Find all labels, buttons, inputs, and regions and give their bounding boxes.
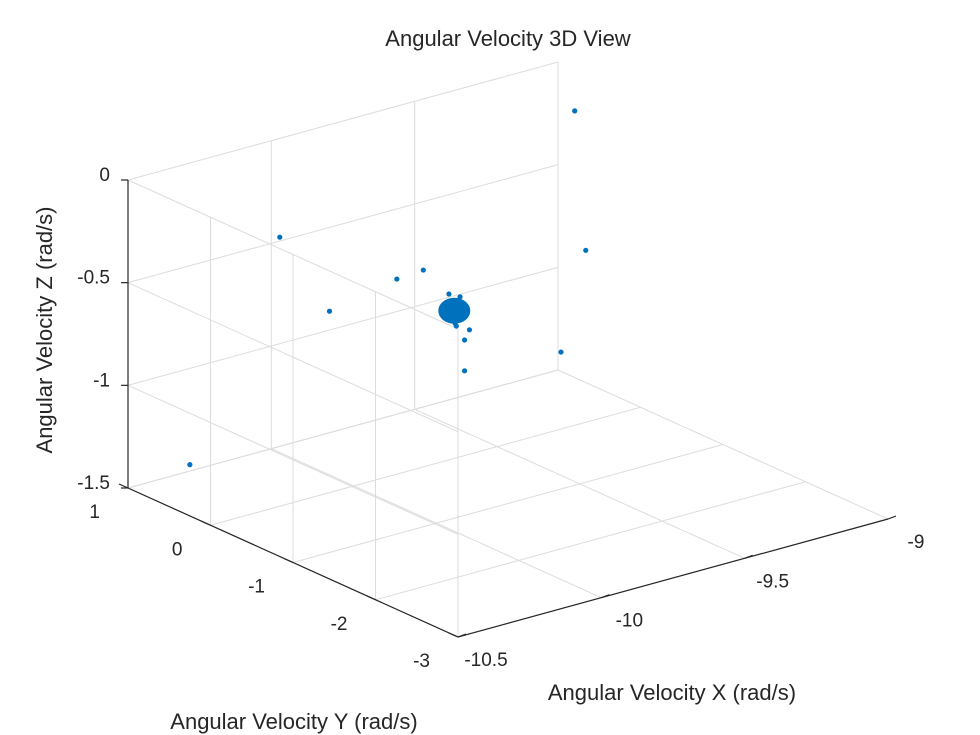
x-tick-label: -10.5 (464, 650, 507, 671)
data-point (558, 349, 564, 355)
y-axis-label: Angular Velocity Y (rad/s) (170, 709, 417, 734)
chart-title: Angular Velocity 3D View (385, 26, 631, 51)
z-tick-label: -0.5 (77, 268, 110, 289)
data-points (187, 108, 589, 468)
y-tick-mark (201, 520, 211, 526)
data-point (394, 276, 400, 282)
data-point (457, 294, 463, 300)
grid-line-floor-y (375, 481, 806, 601)
grid-line-backwall-z (127, 61, 559, 181)
z-tick-label: -1.5 (77, 473, 110, 494)
y-tick-mark (283, 557, 294, 564)
data-point (446, 291, 452, 297)
y-tick-label: -1 (248, 577, 265, 598)
grid-line-sidewall-z (127, 282, 459, 433)
grid-line-sidewall-z (127, 384, 459, 535)
grid-line-backwall-z (127, 369, 559, 489)
x-tick-label: -10 (616, 611, 643, 632)
data-point (461, 337, 468, 343)
x-axis-line (457, 518, 889, 638)
z-tick-label: -1 (93, 370, 110, 391)
y-tick-mark (118, 483, 129, 489)
z-tick-label: 0 (99, 165, 110, 186)
x-tick-mark (887, 515, 897, 520)
data-point (453, 323, 459, 329)
y-tick-mark (448, 632, 459, 638)
y-tick-mark (366, 595, 376, 601)
z-axis-label: Angular Velocity Z (rad/s) (32, 207, 57, 454)
x-tick-mark (601, 594, 610, 599)
x-tick-label: -9 (908, 532, 925, 553)
y-tick-label: 1 (89, 502, 100, 523)
data-point (466, 327, 473, 333)
grid-line-sidewall-z (127, 179, 459, 330)
x-tick-mark (744, 554, 753, 559)
grid-line-floor-y (210, 406, 641, 526)
y-tick-label: 0 (172, 539, 183, 560)
grid-line-backwall-z (127, 266, 559, 386)
y-tick-label: -2 (331, 614, 348, 635)
x-axis-label: Angular Velocity X (rad/s) (548, 680, 796, 705)
data-point (420, 267, 426, 273)
tick-labels: -10.5-10-9.5-9-3-2-101-1.5-1-0.50 (77, 165, 924, 672)
grid-line-floor-y (292, 444, 724, 563)
data-point (277, 234, 283, 240)
y-tick-label: -3 (413, 651, 430, 672)
grid-line-backwall-z (127, 164, 559, 284)
data-point (187, 462, 193, 468)
dense-point-cluster (438, 297, 471, 324)
data-point (326, 308, 333, 314)
data-point (572, 108, 578, 114)
axes (118, 179, 897, 638)
data-point (461, 368, 468, 374)
x-tick-label: -9.5 (756, 571, 789, 592)
data-point (583, 247, 589, 253)
x-tick-mark (457, 633, 467, 638)
